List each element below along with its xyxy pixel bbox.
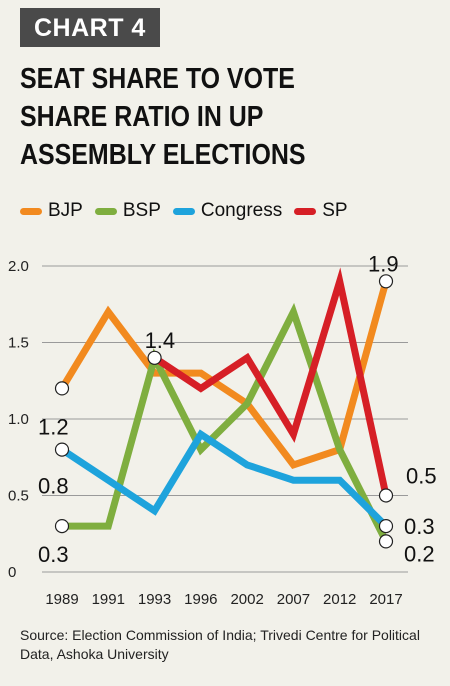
data-point-marker (147, 350, 162, 365)
x-tick-label: 1989 (45, 591, 78, 608)
x-tick-label: 2012 (323, 591, 356, 608)
legend-label-bsp: BSP (122, 200, 161, 221)
legend-label-congress: Congress (200, 200, 283, 221)
legend-swatch-congress (172, 207, 195, 215)
data-point-marker (54, 442, 70, 457)
legend: BJP BSP Congress SP (20, 196, 440, 226)
y-tick-label: 1.0 (8, 411, 29, 428)
y-tick-label: 2.0 (8, 258, 29, 275)
series-line-bsp (62, 302, 390, 543)
x-tick-label: 1991 (92, 591, 125, 608)
data-point-marker (378, 519, 394, 534)
x-tick-label: 1996 (184, 591, 217, 608)
legend-swatch-bsp (94, 207, 117, 215)
line-chart: 0 0.5 1.0 1.5 2.0 1989 1991 1993 1996 2002 2007 201… (8, 251, 437, 608)
legend-item-sp: SP (294, 200, 348, 222)
x-tick-label: 1993 (138, 591, 171, 608)
legend-item-bjp: BJP (20, 200, 83, 222)
x-tick-label: 2007 (277, 591, 310, 608)
data-point-marker (54, 519, 70, 534)
y-tick-label: 0 (8, 564, 16, 581)
legend-label-sp: SP (322, 200, 348, 221)
data-label: 0.5 (406, 464, 437, 489)
x-tick-label: 2017 (369, 591, 402, 608)
data-label: 0.2 (404, 541, 435, 566)
chart-title: SEAT SHARE TO VOTE SHARE RATIO IN UP ASS… (20, 63, 306, 171)
y-tick-label: 0.5 (8, 488, 29, 505)
legend-swatch-sp (294, 207, 317, 215)
data-point-marker (378, 534, 394, 549)
data-label: 0.8 (38, 474, 69, 499)
data-point-marker (378, 274, 394, 289)
legend-item-congress: Congress (172, 200, 283, 222)
legend-swatch-bjp (20, 207, 42, 215)
data-point-marker (54, 381, 70, 396)
legend-item-bsp: BSP (94, 200, 161, 222)
legend-label-bjp: BJP (48, 200, 83, 221)
series-line-congress (60, 429, 389, 529)
data-label: 0.3 (404, 514, 435, 539)
series-line-bjp (59, 280, 390, 470)
data-label: 1.2 (38, 414, 69, 439)
chart-tag: CHART 4 (20, 8, 160, 47)
data-point-marker (378, 488, 394, 503)
data-label: 1.4 (145, 328, 176, 353)
source-note: Source: Election Commission of India; Tr… (20, 627, 420, 662)
data-label: 1.9 (368, 251, 399, 276)
y-tick-label: 1.5 (8, 335, 29, 352)
series-line-sp (152, 267, 390, 497)
data-label: 0.3 (38, 542, 69, 567)
x-tick-label: 2002 (230, 591, 263, 608)
